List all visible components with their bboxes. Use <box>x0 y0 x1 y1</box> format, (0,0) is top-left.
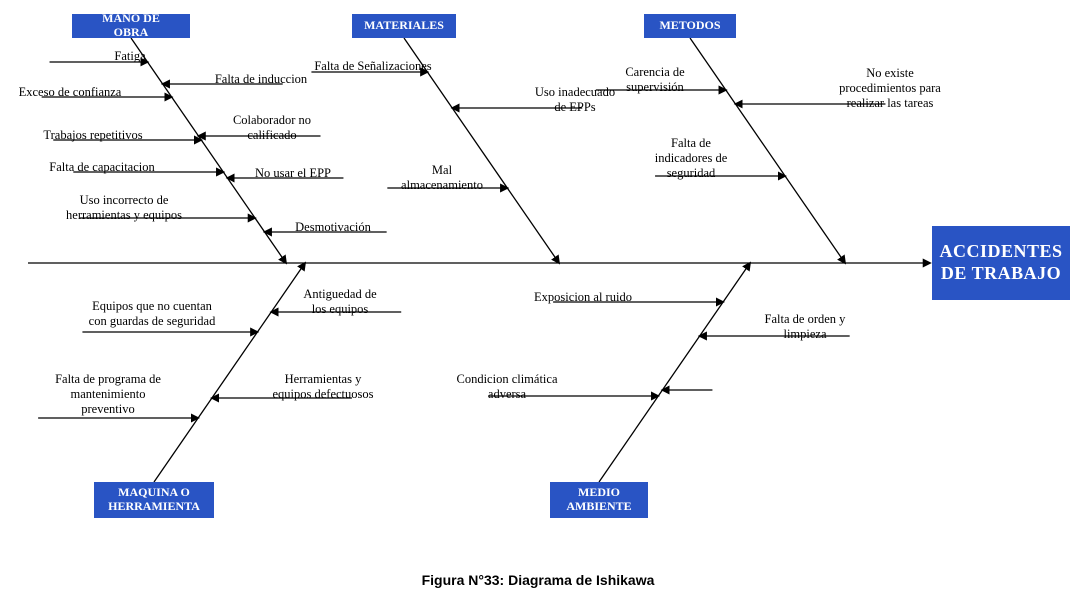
cause-label: Desmotivación <box>278 220 388 235</box>
cause-label: Exceso de confianza <box>5 85 135 100</box>
cause-label: No existe procedimientos para realizar l… <box>810 66 970 111</box>
cause-label: Uso incorrecto de herramientas y equipos <box>44 193 204 223</box>
effect-box: ACCIDENTES DE TRABAJO <box>932 226 1070 300</box>
category-box-maquina: MAQUINA O HERRAMIENTA <box>94 482 214 518</box>
figure-caption: Figura N°33: Diagrama de Ishikawa <box>0 572 1076 588</box>
cause-label: Antiguedad de los equipos <box>280 287 400 317</box>
cause-label: Herramientas y equipos defectuosos <box>248 372 398 402</box>
category-box-mano-de-obra: MANO DE OBRA <box>72 14 190 38</box>
cause-label: Exposicion al ruido <box>508 290 658 305</box>
cause-label: Mal almacenamiento <box>382 163 502 193</box>
category-box-medio: MEDIO AMBIENTE <box>550 482 648 518</box>
category-box-materiales: MATERIALES <box>352 14 456 38</box>
cause-label: Falta de induccion <box>196 72 326 87</box>
cause-label: Falta de capacitacion <box>32 160 172 175</box>
cause-label: Trabajos repetitivos <box>28 128 158 143</box>
cause-label: Fatiga <box>100 49 160 64</box>
cause-label: Falta de Señalizaciones <box>298 59 448 74</box>
cause-label: Falta de orden y limpieza <box>740 312 870 342</box>
ishikawa-diagram: ACCIDENTES DE TRABAJO MANO DE OBRA MATERI… <box>0 0 1076 600</box>
cause-label: Falta de programa de mantenimiento preve… <box>28 372 188 417</box>
cause-label: Carencia de supervisión <box>600 65 710 95</box>
cause-label: Equipos que no cuentan con guardas de se… <box>62 299 242 329</box>
cause-label: Colaborador no calificado <box>212 113 332 143</box>
cause-label: Condicion climática adversa <box>432 372 582 402</box>
cause-label: Falta de indicadores de seguridad <box>636 136 746 181</box>
cause-label: No usar el EPP <box>238 166 348 181</box>
category-box-metodos: METODOS <box>644 14 736 38</box>
